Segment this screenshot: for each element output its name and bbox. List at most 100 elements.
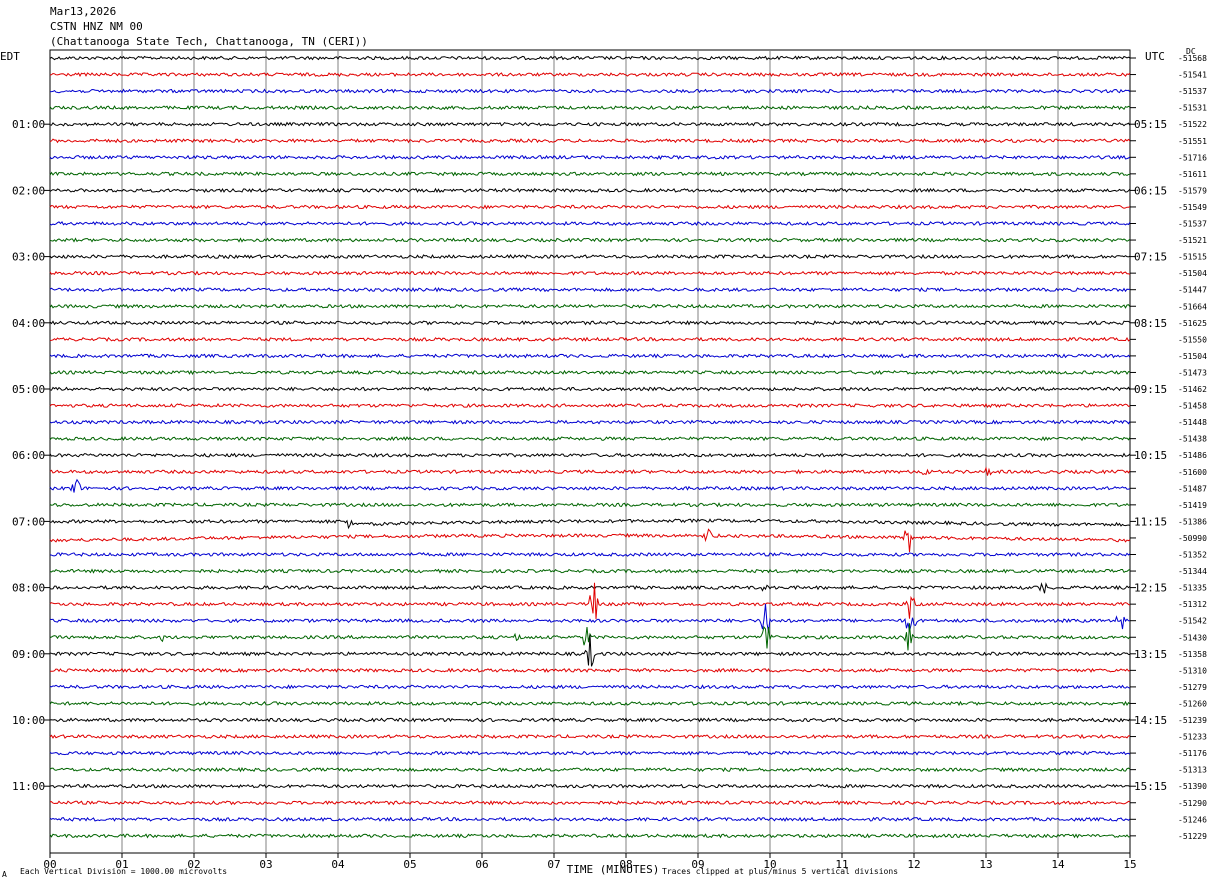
trace-line [49, 105, 1131, 111]
dc-offset-label: -51551 [1178, 137, 1207, 146]
trace-line [49, 800, 1131, 806]
left-hour-label: 10:00 [12, 714, 45, 727]
trace-line [49, 320, 1131, 326]
dc-offset-label: -51515 [1178, 253, 1207, 262]
dc-offset-label: -51448 [1178, 418, 1207, 427]
trace-line [49, 369, 1131, 376]
x-tick-label: 13 [979, 858, 992, 871]
x-tick-label: 03 [259, 858, 272, 871]
trace-line [49, 220, 1131, 226]
trace-line [49, 700, 1131, 707]
trace-line [49, 518, 1131, 530]
trace-line [49, 171, 1131, 177]
dc-offset-label: -51335 [1178, 584, 1207, 593]
trace-line [49, 717, 1131, 723]
dc-offset-label: -51537 [1178, 220, 1207, 229]
trace-line [49, 436, 1131, 442]
x-tick-label: 07 [547, 858, 560, 871]
trace-line [49, 403, 1131, 409]
scale-note: Each Vertical Division = 1000.00 microvo… [20, 867, 228, 876]
trace-line [49, 138, 1131, 144]
right-hour-label: 14:15 [1134, 714, 1167, 727]
right-hour-label: 08:15 [1134, 317, 1167, 330]
trace-line [49, 204, 1131, 210]
x-tick-label: 00 [43, 858, 56, 871]
dc-offset-label: -51430 [1178, 633, 1207, 642]
left-hour-label: 01:00 [12, 118, 45, 131]
x-tick-label: 10 [763, 858, 776, 871]
dc-offset-label: -51233 [1178, 733, 1207, 742]
dc-offset-label: -51176 [1178, 749, 1207, 758]
right-hour-label: 12:15 [1134, 582, 1167, 595]
trace-line [49, 568, 1131, 574]
left-hour-label: 09:00 [12, 648, 45, 661]
trace-line [49, 750, 1131, 756]
trace-line [49, 386, 1131, 392]
dc-offset-label: -51458 [1178, 402, 1207, 411]
trace-line [49, 684, 1131, 690]
right-timezone-label: UTC [1145, 50, 1165, 63]
left-hour-label: 06:00 [12, 449, 45, 462]
dc-offset-label: -51487 [1178, 484, 1207, 493]
trace-line [49, 336, 1131, 342]
dc-offset-label: -51279 [1178, 683, 1207, 692]
right-hour-label: 11:15 [1134, 515, 1167, 528]
dc-offset-label: -51600 [1178, 468, 1207, 477]
trace-line [49, 502, 1131, 508]
dc-offset-label: -51246 [1178, 815, 1207, 824]
trace-line [49, 582, 1131, 594]
dc-offset-label: -51419 [1178, 501, 1207, 510]
right-hour-label: 15:15 [1134, 780, 1167, 793]
dc-offset-label: -51521 [1178, 236, 1207, 245]
trace-line [49, 452, 1131, 458]
x-tick-label: 15 [1123, 858, 1136, 871]
x-tick-label: 04 [331, 858, 345, 871]
x-tick-label: 01 [115, 858, 128, 871]
dc-offset-label: -51473 [1178, 368, 1207, 377]
dc-offset-label: -51550 [1178, 335, 1207, 344]
trace-line [49, 287, 1131, 293]
dc-label: DC [1186, 47, 1196, 56]
header-date: Mar13,2026 [50, 5, 117, 18]
dc-offset-label: -51447 [1178, 286, 1207, 295]
x-tick-label: 08 [619, 858, 632, 871]
dc-offset-label: -51229 [1178, 832, 1207, 841]
dc-offset-label: -51664 [1178, 302, 1207, 311]
x-tick-label: 05 [403, 858, 416, 871]
trace-line [49, 528, 1131, 552]
trace-line [49, 466, 1131, 476]
plot-frame [49, 49, 1131, 854]
trace-line [49, 833, 1131, 839]
dc-offset-label: -51290 [1178, 799, 1207, 808]
dc-offset-label: -51716 [1178, 153, 1207, 162]
trace-line [49, 623, 1131, 651]
dc-offset-label: -51542 [1178, 617, 1207, 626]
header-station: CSTN HNZ NM 00 [50, 20, 143, 33]
trace-line [49, 634, 1131, 667]
dc-offset-label: -51568 [1178, 54, 1207, 63]
right-hour-label: 07:15 [1134, 251, 1167, 264]
trace-line [49, 237, 1131, 243]
dc-offset-label: -51522 [1178, 120, 1207, 129]
right-hour-label: 05:15 [1134, 118, 1167, 131]
trace-line [49, 603, 1130, 632]
x-tick-label: 06 [475, 858, 488, 871]
dc-offset-label: -51541 [1178, 71, 1207, 80]
left-hour-label: 07:00 [12, 515, 45, 528]
trace-line [49, 270, 1131, 276]
header-location: (Chattanooga State Tech, Chattanooga, TN… [50, 35, 368, 48]
dc-offset-label: -51462 [1178, 385, 1207, 394]
trace-line [49, 816, 1131, 822]
trace-line [49, 88, 1131, 94]
left-hour-label: 03:00 [12, 251, 45, 264]
right-hour-label: 13:15 [1134, 648, 1167, 661]
left-timezone-label: EDT [0, 50, 20, 63]
corner-mark: A [2, 870, 7, 879]
dc-offset-label: -51310 [1178, 666, 1207, 675]
left-hour-label: 04:00 [12, 317, 45, 330]
dc-offset-label: -51486 [1178, 451, 1207, 460]
dc-offset-label: -51239 [1178, 716, 1207, 725]
x-tick-label: 11 [835, 858, 848, 871]
right-hour-label: 10:15 [1134, 449, 1167, 462]
